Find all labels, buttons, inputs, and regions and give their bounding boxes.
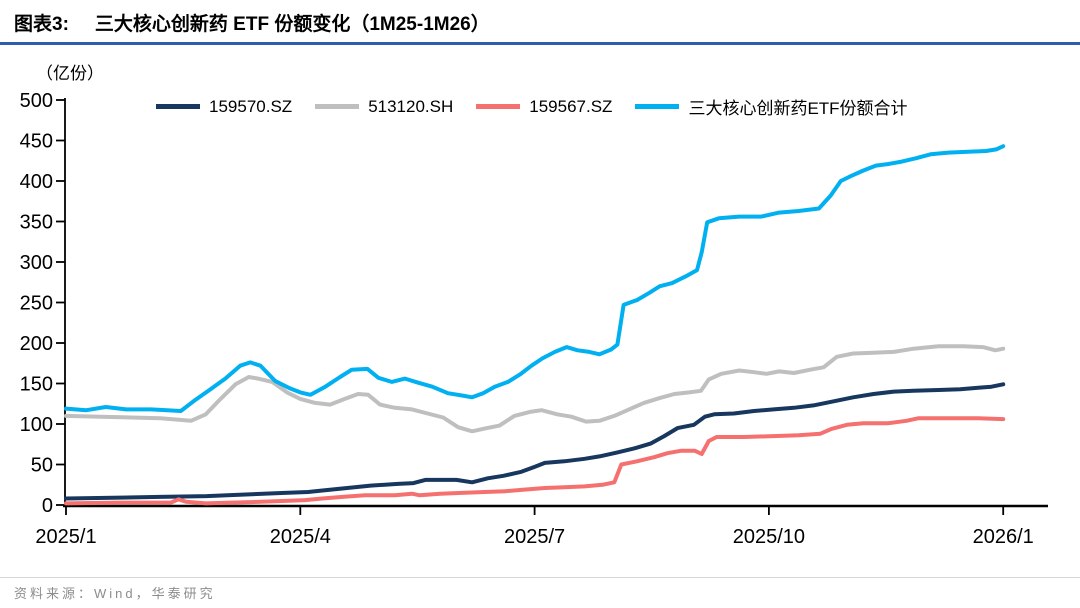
x-tick-label: 2025/4 <box>270 526 331 548</box>
y-tick-label: 450 <box>20 131 53 153</box>
y-tick-label: 350 <box>20 212 53 234</box>
title-underline <box>0 42 1080 45</box>
series-line-513120.SH <box>64 344 1006 434</box>
y-axis-unit-label: （亿份） <box>36 64 104 83</box>
legend-item-159567.SZ: 159567.SZ <box>476 97 612 117</box>
series-line-三大核心创新药ETF份额合计 <box>64 144 1006 413</box>
figure-number-label: 图表3: <box>14 14 69 35</box>
x-tick-label: 2025/7 <box>504 526 565 548</box>
y-tick-label: 400 <box>20 171 53 193</box>
legend-item-三大核心创新药ETF份额合计: 三大核心创新药ETF份额合计 <box>635 94 908 119</box>
legend-label: 159570.SZ <box>209 96 293 116</box>
x-tick-label: 2026/1 <box>973 526 1034 548</box>
legend-label: 三大核心创新药ETF份额合计 <box>688 99 908 118</box>
source-note: 资料来源：Wind，华泰研究 <box>14 586 216 601</box>
y-tick-label: 250 <box>20 293 53 315</box>
legend-item-513120.SH: 513120.SH <box>315 97 453 117</box>
y-tick-label: 300 <box>20 252 53 274</box>
x-tick-label: 2025/1 <box>35 526 96 548</box>
legend-label: 159567.SZ <box>529 96 613 116</box>
x-tick-label: 2025/10 <box>733 526 805 548</box>
footer-divider <box>0 577 1080 578</box>
series-line-159570.SZ <box>64 382 1006 501</box>
legend-label: 513120.SH <box>368 96 454 116</box>
series-line-159567.SZ <box>64 416 1006 506</box>
legend-item-159570.SZ: 159570.SZ <box>156 97 292 117</box>
y-tick-label: 0 <box>42 495 53 517</box>
chart-legend: 159570.SZ 513120.SH 159567.SZ 三大核心创新药ETF份额合… <box>156 94 931 119</box>
y-tick-label: 200 <box>20 333 53 355</box>
legend-swatch-icon <box>635 104 680 109</box>
legend-swatch-icon <box>315 104 360 109</box>
legend-swatch-icon <box>156 104 200 109</box>
figure-title: 三大核心创新药 ETF 份额变化（1M25-1M26） <box>94 14 490 35</box>
y-tick-label: 150 <box>20 374 53 396</box>
legend-swatch-icon <box>476 104 521 109</box>
figure-header: 图表3: 三大核心创新药 ETF 份额变化（1M25-1M26） <box>0 0 1080 45</box>
y-tick-label: 100 <box>20 414 53 436</box>
figure-title-row: 图表3: 三大核心创新药 ETF 份额变化（1M25-1M26） <box>0 0 1080 42</box>
y-tick-label: 500 <box>20 90 53 112</box>
y-tick-label: 50 <box>31 455 53 477</box>
